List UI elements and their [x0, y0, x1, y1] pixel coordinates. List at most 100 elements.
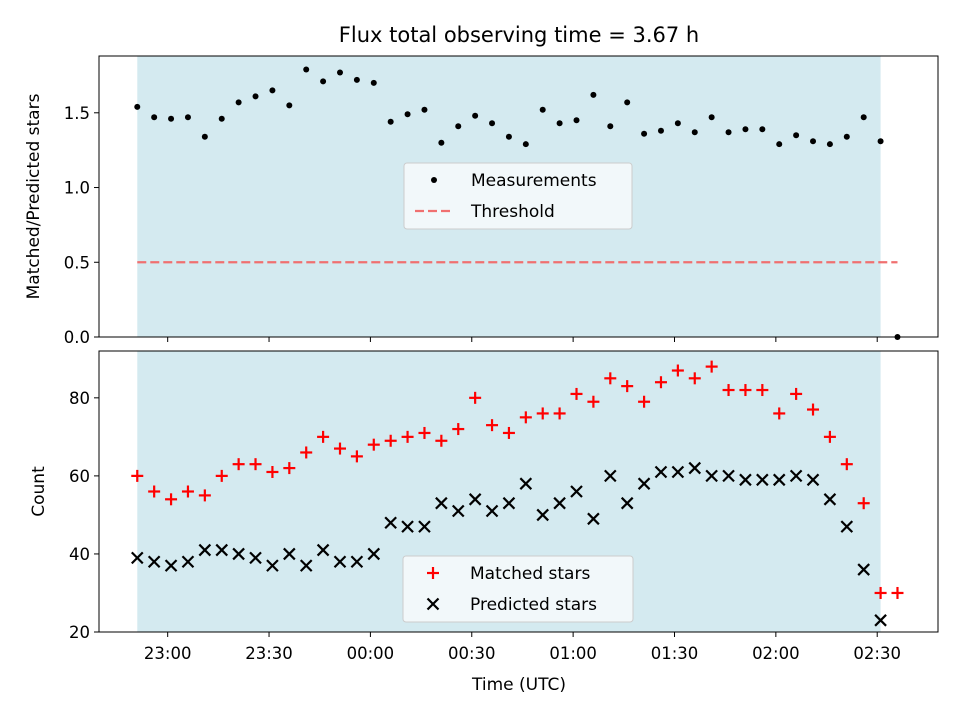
measurement-point — [218, 115, 225, 122]
measurement-points — [134, 66, 901, 340]
measurement-point — [201, 133, 208, 140]
matched-star-point — [587, 395, 600, 408]
legend-box — [402, 555, 634, 623]
measurement-point — [691, 129, 698, 136]
matched-star-point — [165, 493, 178, 506]
predicted-star-point — [587, 512, 600, 526]
matched-star-points — [131, 360, 904, 599]
measurement-point — [472, 112, 479, 119]
predicted-star-point — [350, 555, 364, 569]
matched-star-point — [418, 426, 431, 439]
matched-star-point — [671, 364, 684, 377]
measurement-point — [184, 114, 191, 121]
matched-star-point — [350, 450, 363, 463]
measurement-point — [590, 91, 597, 98]
predicted-star-point — [756, 473, 769, 487]
predicted-star-point — [671, 465, 685, 479]
top-y-axis-label: Matched/Predicted stars — [24, 93, 44, 299]
top-x-ticks — [167, 337, 878, 342]
legend-marker-predicted — [426, 597, 440, 611]
x-axis-label: Time (UTC) — [471, 675, 566, 695]
matched-star-point — [891, 586, 904, 599]
measurement-point — [134, 103, 141, 110]
matched-star-point — [553, 407, 566, 420]
predicted-star-point — [688, 461, 702, 475]
legend-label: Matched stars — [470, 564, 590, 584]
predicted-star-points — [130, 461, 887, 627]
measurement-point — [489, 120, 496, 127]
predicted-star-point — [789, 469, 803, 483]
x-tick-label: 02:00 — [752, 644, 800, 663]
predicted-star-point — [181, 555, 195, 569]
matched-star-point — [807, 403, 820, 416]
x-tick-label: 01:30 — [651, 644, 699, 663]
matched-star-point — [722, 384, 735, 397]
predicted-star-point — [418, 520, 431, 533]
legend-label: Measurements — [471, 171, 597, 191]
bottom-y-axis-label: Count — [29, 466, 49, 517]
predicted-star-point — [840, 520, 854, 533]
matched-star-point — [435, 434, 448, 447]
y-tick-label: 80 — [69, 389, 90, 408]
matched-star-point — [874, 586, 887, 599]
matched-star-point — [283, 462, 296, 475]
measurement-point — [826, 141, 833, 148]
matched-star-point — [519, 411, 532, 424]
predicted-star-point — [570, 485, 583, 498]
y-tick-label: 0.0 — [64, 328, 90, 347]
matched-star-point — [688, 372, 701, 385]
predicted-star-point — [451, 504, 465, 518]
predicted-star-point — [283, 547, 296, 561]
matched-star-point — [536, 407, 549, 420]
predicted-star-point — [654, 465, 668, 479]
measurement-point — [421, 106, 428, 113]
y-tick-label: 0.5 — [64, 253, 90, 272]
x-tick-label: 23:00 — [144, 644, 192, 663]
predicted-star-point — [705, 469, 718, 483]
matched-star-point — [790, 387, 803, 400]
predicted-star-point — [130, 551, 144, 565]
top-y-axis: 0.0 0.5 1.0 1.5 — [64, 104, 99, 347]
measurement-point — [168, 115, 175, 122]
y-tick-label: 40 — [69, 545, 90, 564]
matched-star-point — [857, 497, 870, 510]
measurement-point — [725, 129, 732, 136]
predicted-star-point — [823, 493, 837, 506]
predicted-star-point — [468, 493, 482, 506]
matched-star-point — [773, 407, 786, 420]
top-legend: Measurements Threshold — [403, 162, 633, 230]
matched-star-point — [401, 430, 414, 443]
measurement-point — [370, 79, 377, 86]
measurement-point — [759, 126, 766, 133]
measurement-point — [505, 133, 512, 140]
measurement-point — [742, 126, 749, 133]
predicted-star-point — [874, 614, 887, 627]
x-axis: 23:00 23:30 00:00 00:30 01:00 01:30 02:00 02:30 — [144, 632, 901, 663]
measurement-point — [151, 114, 158, 121]
matched-star-point — [215, 469, 228, 482]
matched-star-point — [333, 442, 346, 455]
chart-title: Flux total observing time = 3.67 h — [339, 23, 699, 47]
measurement-point — [674, 120, 681, 127]
matched-star-point — [249, 458, 262, 471]
measurement-point — [336, 69, 343, 76]
matched-star-point — [198, 489, 211, 502]
measurement-point — [607, 123, 614, 130]
matched-star-point — [756, 384, 769, 397]
x-tick-label: 02:30 — [853, 644, 901, 663]
x-tick-label: 23:30 — [245, 644, 293, 663]
matched-star-point — [570, 387, 583, 400]
measurement-point — [877, 138, 884, 145]
predicted-star-point — [164, 559, 178, 572]
predicted-star-point — [316, 543, 330, 557]
bottom-legend: Matched stars Predicted stars — [402, 555, 634, 623]
matched-star-point — [131, 469, 144, 482]
legend-label: Predicted stars — [470, 595, 597, 615]
measurement-point — [843, 133, 850, 140]
measurement-point — [387, 118, 394, 125]
predicted-star-point — [401, 520, 414, 533]
matched-star-point — [823, 430, 836, 443]
measurement-point — [556, 120, 563, 127]
predicted-star-point — [772, 473, 786, 487]
